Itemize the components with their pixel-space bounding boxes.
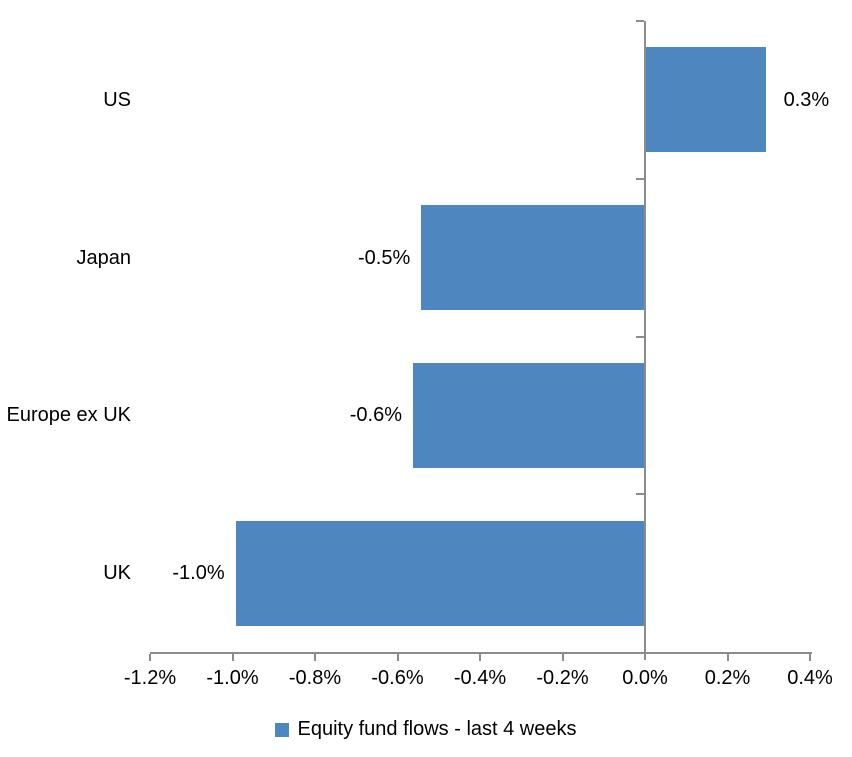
bar-japan [421, 205, 644, 311]
bar-uk [235, 520, 644, 626]
category-label: UK [103, 562, 131, 585]
category-label: Japan [76, 246, 132, 269]
category-label: Europe ex UK [6, 404, 131, 427]
legend: Equity fund flows - last 4 weeks [0, 716, 852, 742]
bar-europe-ex-uk [413, 362, 644, 468]
bar-value-label: -0.5% [358, 246, 411, 269]
x-tick-label: -0.2% [536, 667, 589, 689]
category-tick [636, 177, 644, 180]
legend-label: Equity fund flows - last 4 weeks [297, 718, 577, 740]
x-axis-line [150, 652, 812, 654]
x-tick-label: 0.4% [787, 667, 833, 689]
x-tick [314, 654, 316, 661]
x-tick-label: -1.0% [206, 667, 259, 689]
category-tick [636, 20, 644, 22]
x-tick-label: 0.2% [704, 667, 751, 689]
x-tick [561, 654, 564, 661]
bar-us [646, 47, 766, 153]
category-tick [636, 335, 644, 338]
category-tick [636, 493, 644, 496]
x-tick [809, 654, 811, 661]
zero-axis-line [644, 21, 646, 660]
x-tick [231, 654, 234, 661]
category-label: US [103, 88, 131, 111]
x-tick-label: -1.2% [123, 667, 177, 689]
x-tick-label: -0.6% [371, 667, 424, 689]
x-tick [149, 654, 151, 661]
x-tick-label: -0.8% [288, 667, 342, 689]
x-tick [396, 654, 399, 661]
x-tick [479, 654, 481, 661]
bar-value-label: 0.3% [783, 88, 830, 111]
x-tick-label: -0.4% [453, 667, 507, 689]
legend-swatch [275, 723, 290, 737]
bar-value-label: -0.6% [349, 404, 402, 427]
x-tick-label: 0.0% [622, 667, 668, 689]
bar-value-label: -1.0% [172, 562, 225, 585]
x-tick [726, 654, 729, 661]
